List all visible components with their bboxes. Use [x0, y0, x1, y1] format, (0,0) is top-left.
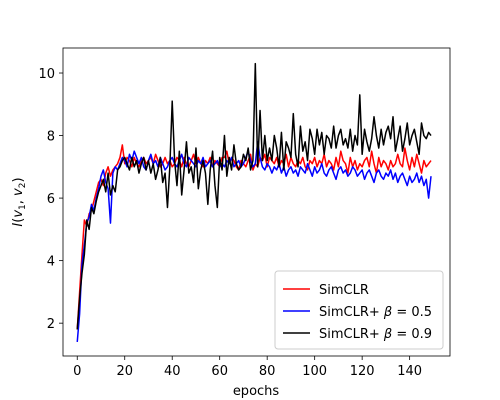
y-axis-label-close: ): [11, 177, 26, 182]
x-axis: 0 20 40 60 80 100 120 140: [73, 356, 422, 379]
legend-entry-eq: = 0.9: [392, 327, 432, 342]
x-tick-label: 120: [350, 364, 375, 379]
x-tick-label: 60: [211, 364, 228, 379]
x-tick-label: 140: [397, 364, 422, 379]
y-axis-label-v2: v: [11, 188, 26, 196]
legend-entry-beta: β: [383, 305, 392, 320]
legend-entry-base: SimCLR: [319, 283, 369, 298]
y-axis-label-v1: v: [11, 210, 26, 218]
y-axis-label-sub1: 1: [18, 204, 28, 210]
y-axis-label-i: I: [11, 223, 26, 227]
legend-entry-1: SimCLR: [319, 283, 369, 298]
legend-entry-beta: β: [383, 327, 392, 342]
y-axis-label: I(v1, v2): [11, 177, 28, 226]
legend-entry-base: SimCLR+: [319, 327, 384, 342]
y-axis-label-comma: ,: [11, 196, 26, 204]
y-tick-label: 8: [47, 130, 55, 145]
x-tick-label: 0: [73, 364, 81, 379]
legend-entry-eq: = 0.5: [392, 305, 432, 320]
legend-box: [274, 270, 444, 350]
series-line-3: [76, 62, 432, 330]
series-line-2: [76, 141, 432, 342]
plot-frame: [62, 47, 451, 357]
y-axis: 2 4 6 8 10: [38, 67, 63, 332]
legend-entry-base: SimCLR+: [319, 305, 384, 320]
x-axis-label: epochs: [233, 384, 280, 399]
x-tick-label: 80: [259, 364, 276, 379]
x-tick-label: 100: [302, 364, 327, 379]
legend-entry-2: SimCLR+ β = 0.5: [319, 305, 432, 320]
y-tick-label: 2: [47, 317, 55, 332]
y-axis-label-open: (: [11, 218, 26, 223]
y-tick-label: 4: [47, 255, 55, 270]
y-tick-label: 10: [38, 67, 55, 82]
y-tick-label: 6: [47, 192, 55, 207]
x-tick-label: 40: [164, 364, 181, 379]
x-tick-label: 20: [116, 364, 133, 379]
legend-entry-3: SimCLR+ β = 0.9: [319, 327, 432, 342]
y-axis-label-sub2: 2: [18, 183, 28, 189]
series-layer: [76, 62, 432, 342]
